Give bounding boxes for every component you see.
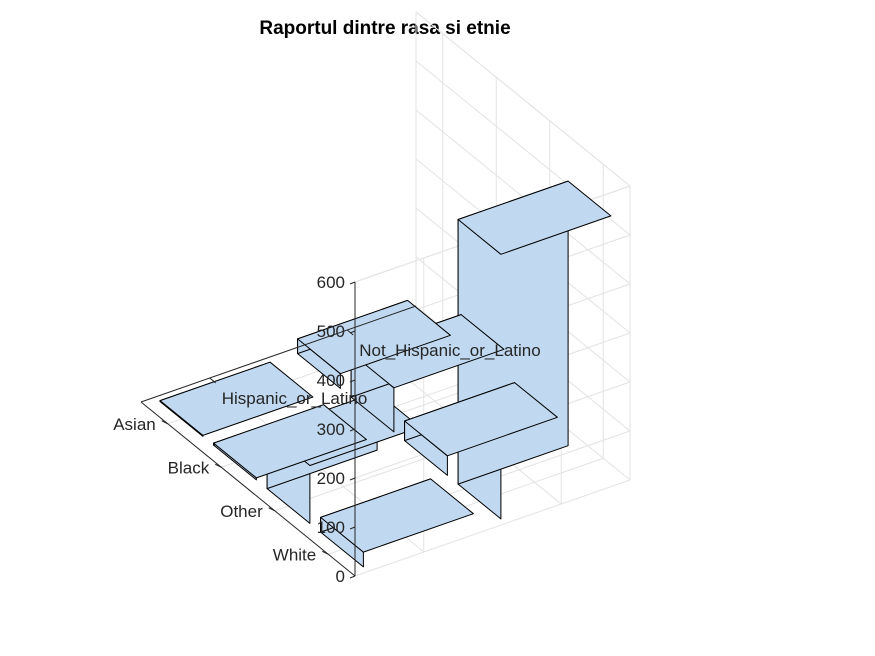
race-tick-mark: [322, 550, 329, 555]
race-tick-label: White: [273, 545, 316, 564]
bar-asian-not-hispanic-or-latino: [297, 299, 451, 389]
bar-layer: [159, 180, 612, 568]
bar-face-top: [297, 299, 451, 375]
race-axis-line: [140, 401, 356, 577]
z-tick-mark: [349, 575, 356, 579]
race-tick-label: Black: [168, 458, 210, 477]
chart-title: Raportul dintre rasa si etnie: [259, 18, 511, 39]
bar-face-top: [159, 361, 314, 436]
z-tick-label: 200: [317, 469, 345, 488]
bar-face-top: [320, 478, 474, 553]
ethnicity-tick-mark: [346, 329, 354, 336]
z-tick-mark: [349, 477, 356, 481]
box-edge: [415, 11, 631, 187]
ethnicity-tick-label: Hispanic_or_Latino: [222, 389, 368, 408]
bar-face-top: [457, 180, 612, 255]
ethnicity-tick-label: Not_Hispanic_or_Latino: [359, 341, 540, 360]
race-tick-mark: [215, 463, 222, 468]
z-tick-label: 100: [317, 518, 345, 537]
bar-face-top: [213, 404, 367, 479]
bar-black-hispanic-or-latino: [213, 404, 367, 481]
race-tick-label: Asian: [113, 415, 156, 434]
grid-line-left-wall: [354, 479, 631, 577]
z-tick-label: 500: [317, 322, 345, 341]
bar-other-not-hispanic-or-latino: [404, 382, 558, 476]
race-tick-mark: [161, 420, 168, 425]
race-tick-label: Other: [220, 502, 263, 521]
z-tick-label: 400: [317, 371, 345, 390]
z-tick-label: 600: [317, 273, 345, 292]
ethnicity-axis-line: [140, 305, 417, 403]
bar-face-top: [404, 382, 558, 457]
ethnicity-tick-mark: [209, 377, 217, 384]
z-tick-mark: [349, 379, 356, 383]
bar-white-hispanic-or-latino: [320, 478, 474, 568]
tick-layer: 0 100 200 300 400 500 600 Asian Black Other White H…: [113, 273, 540, 586]
race-tick-mark: [268, 507, 275, 512]
z-tick-mark: [349, 281, 356, 285]
z-tick-label: 0: [336, 567, 345, 586]
z-tick-mark: [349, 428, 356, 432]
z-tick-label: 300: [317, 420, 345, 439]
z-tick-mark: [349, 526, 356, 530]
